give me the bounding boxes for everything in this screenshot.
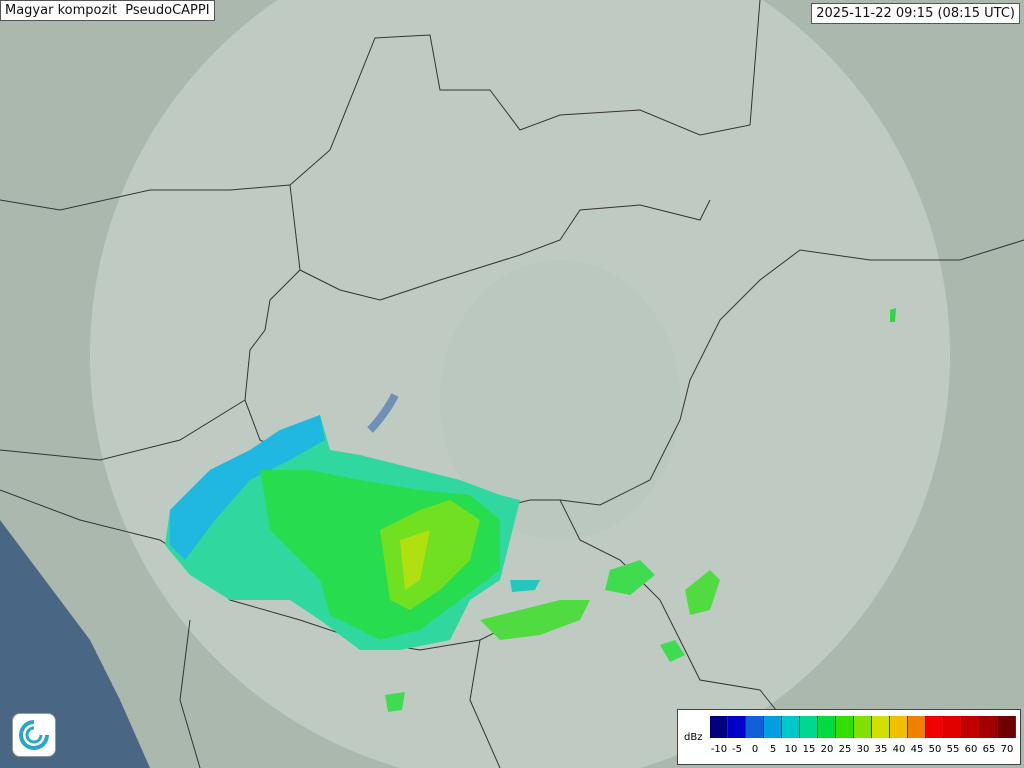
legend-swatch: [926, 716, 944, 738]
legend-unit: dBz: [684, 732, 703, 743]
legend-swatch: [944, 716, 962, 738]
legend-level: 5: [769, 744, 777, 755]
legend-swatch: [854, 716, 872, 738]
legend-swatch: [800, 716, 818, 738]
legend-level: 55: [946, 744, 960, 755]
legend-level: 25: [838, 744, 852, 755]
legend-swatch: [980, 716, 998, 738]
legend-swatch: [710, 716, 728, 738]
legend: dBz -10 -5 0 5 10 15 20 25 30 35 40 45 50 55 60 65 70: [677, 709, 1021, 765]
legend-level: 35: [874, 744, 888, 755]
legend-level: 40: [892, 744, 906, 755]
plain: [440, 260, 680, 540]
legend-swatch: [818, 716, 836, 738]
legend-level: 70: [1000, 744, 1014, 755]
legend-level: 0: [751, 744, 759, 755]
legend-swatch: [872, 716, 890, 738]
precipitation: [165, 308, 896, 712]
legend-level: 65: [982, 744, 996, 755]
legend-swatch: [962, 716, 980, 738]
logo-icon: [19, 720, 49, 750]
map-title: Magyar kompozit PseudoCAPPI: [0, 0, 215, 21]
legend-level: 15: [802, 744, 816, 755]
legend-level: 50: [928, 744, 942, 755]
legend-swatch: [908, 716, 926, 738]
logo: [12, 713, 56, 757]
legend-swatch: [782, 716, 800, 738]
lake: [367, 393, 399, 433]
sea: [0, 520, 150, 768]
legend-level: 60: [964, 744, 978, 755]
legend-swatch: [728, 716, 746, 738]
legend-swatch: [764, 716, 782, 738]
legend-level: 45: [910, 744, 924, 755]
legend-level: 20: [820, 744, 834, 755]
legend-swatch: [836, 716, 854, 738]
legend-level: 10: [784, 744, 798, 755]
timestamp: 2025-11-22 09:15 (08:15 UTC): [811, 3, 1020, 24]
legend-swatch: [746, 716, 764, 738]
legend-level: -5: [732, 744, 742, 755]
legend-level: -10: [710, 744, 728, 755]
legend-swatch: [998, 716, 1016, 738]
legend-level: 30: [856, 744, 870, 755]
legend-swatch: [890, 716, 908, 738]
